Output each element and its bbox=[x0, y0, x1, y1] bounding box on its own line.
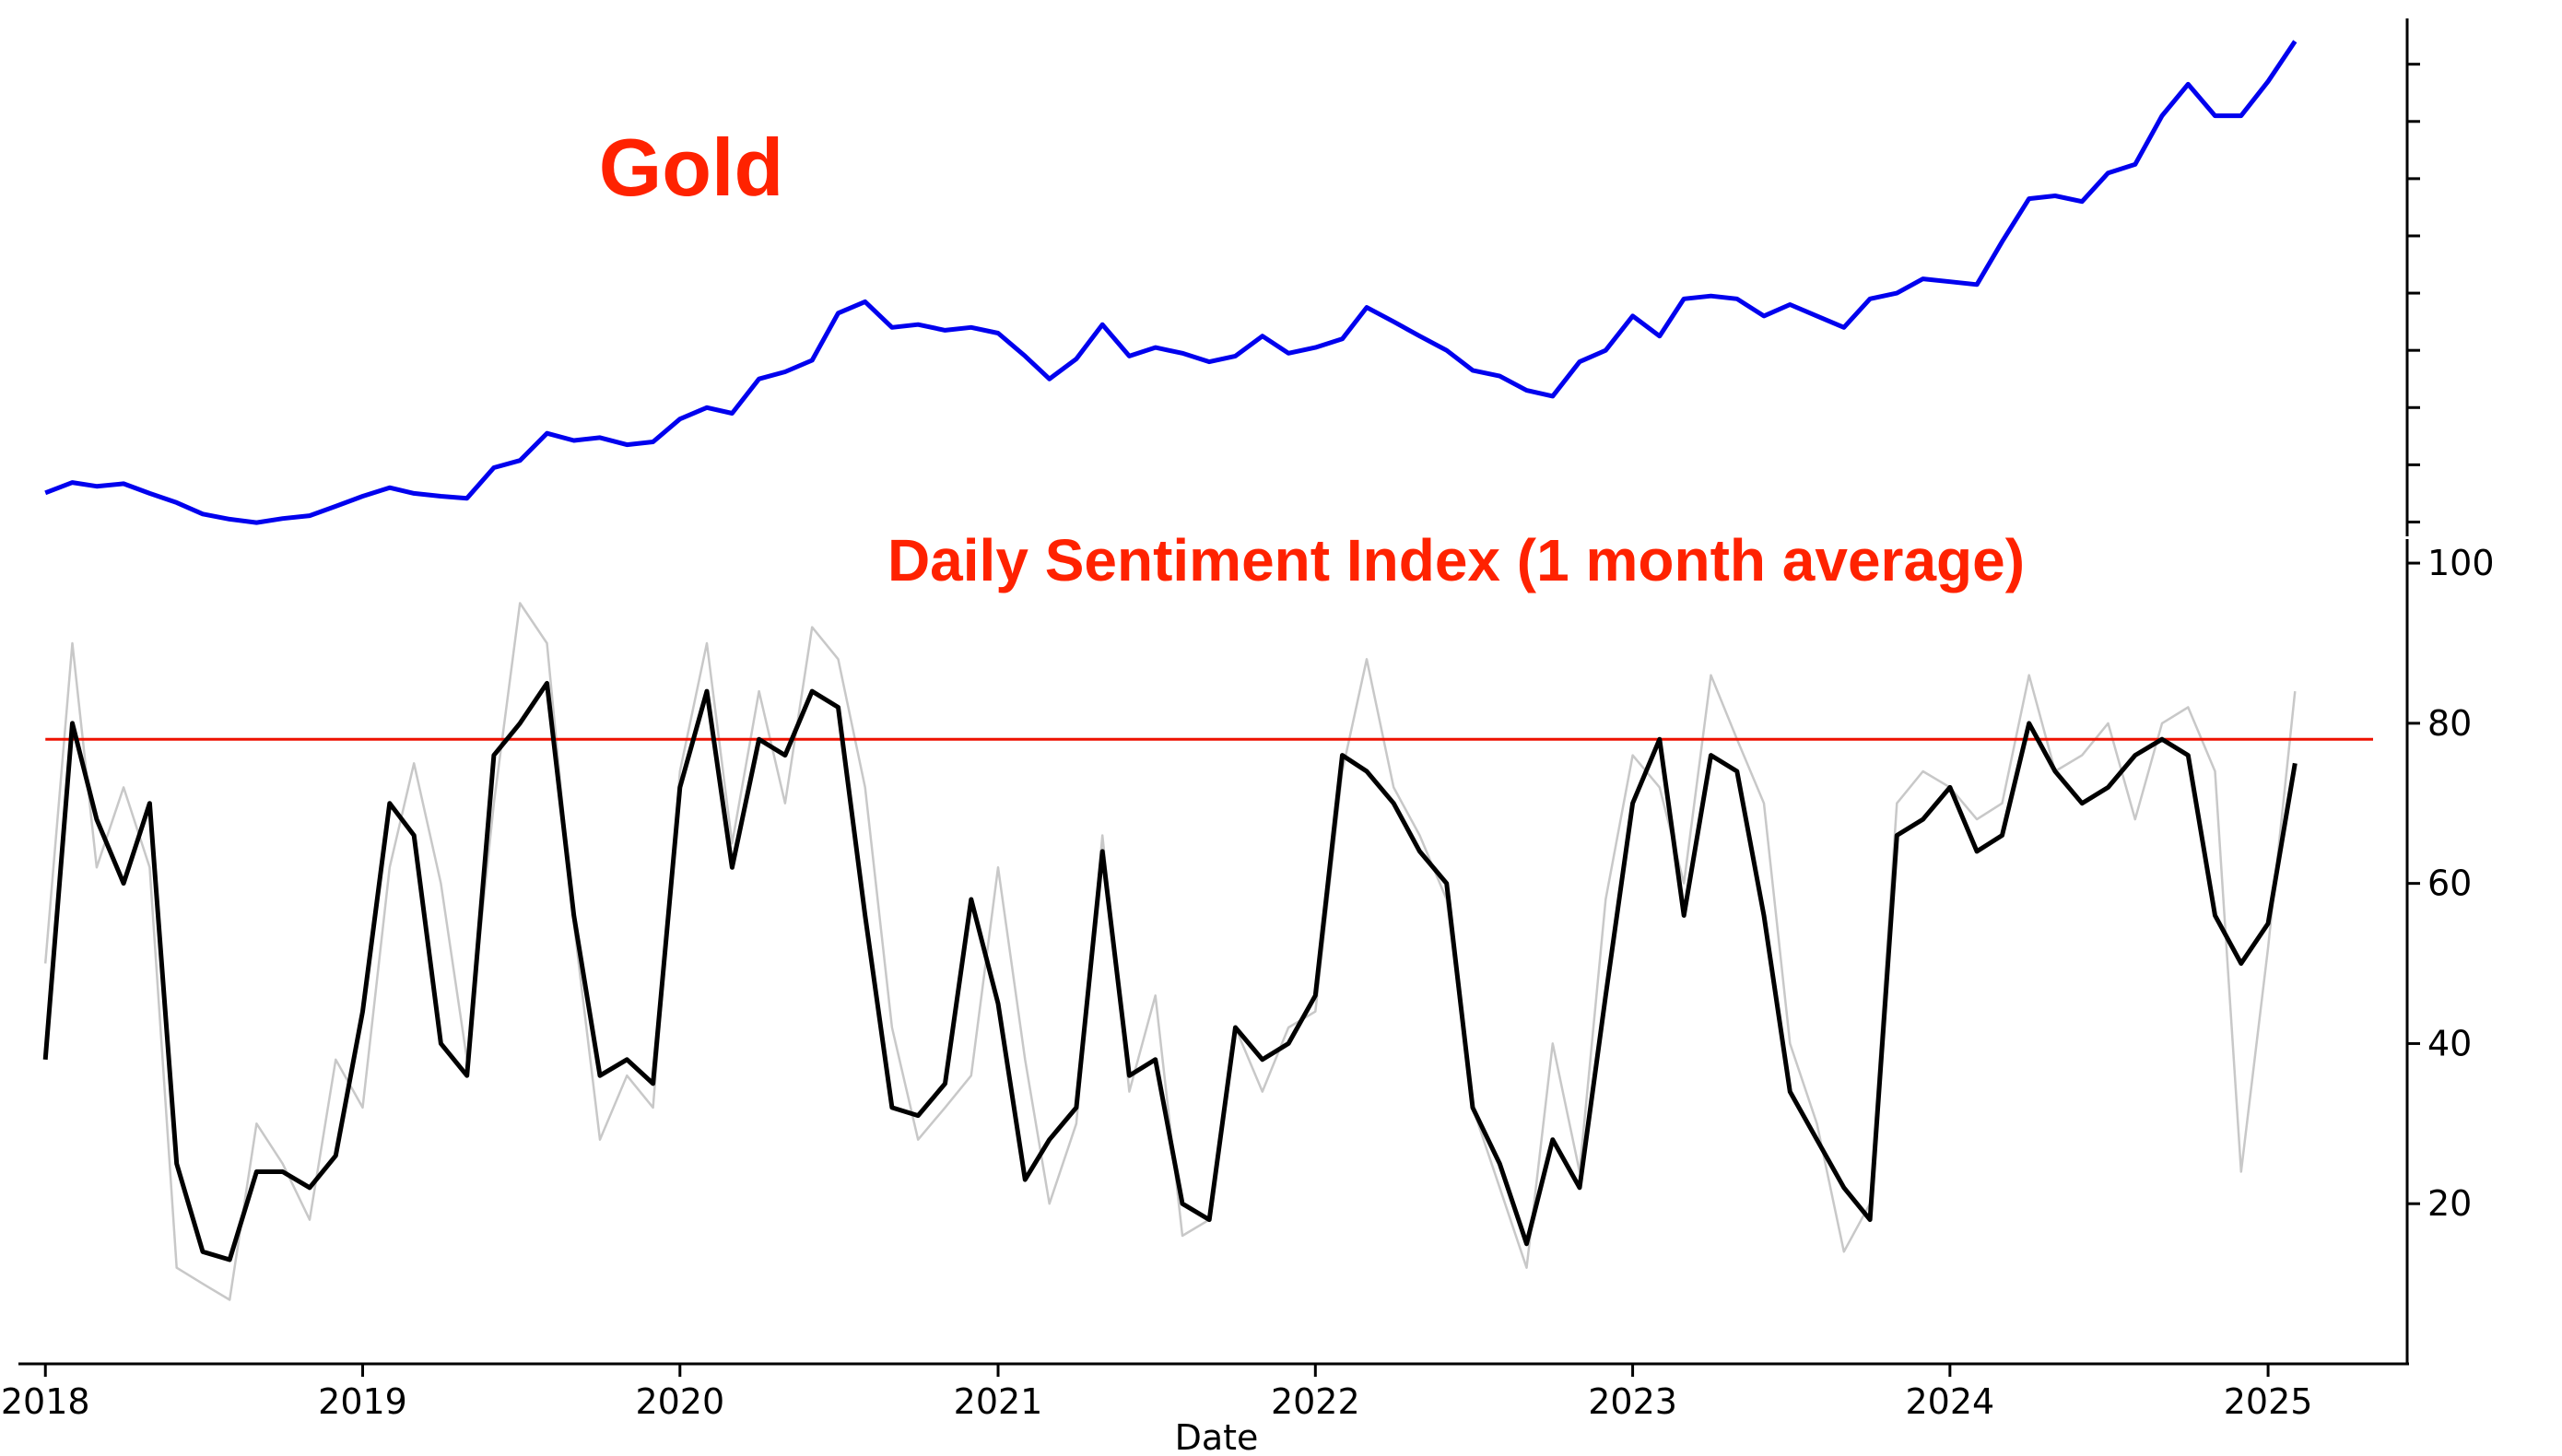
gold-y-ticks bbox=[2407, 63, 2420, 523]
date-x-tick-label: 2023 bbox=[1588, 1381, 1677, 1422]
sentiment-y-tick-label: 100 bbox=[2427, 543, 2495, 583]
date-x-ticks: 2018 2019 2020 2021 2022 2023 2024 2025 bbox=[1, 1364, 2313, 1422]
sentiment-y-ticks: 20 40 60 80 100 bbox=[2407, 543, 2495, 1224]
date-x-tick-label: 2024 bbox=[1906, 1381, 1995, 1422]
date-x-tick-label: 2018 bbox=[1, 1381, 90, 1422]
sentiment-average-line bbox=[42, 680, 2298, 1262]
date-x-tick-label: 2019 bbox=[318, 1381, 407, 1422]
date-x-tick-label: 2021 bbox=[954, 1381, 1043, 1422]
gold-price-line bbox=[44, 40, 2298, 525]
date-x-tick-label: 2020 bbox=[635, 1381, 724, 1422]
sentiment-y-tick-label: 40 bbox=[2427, 1023, 2472, 1063]
sentiment-chart-title: Daily Sentiment Index (1 month average) bbox=[887, 527, 2025, 593]
date-x-tick-label: 2025 bbox=[2224, 1381, 2313, 1422]
x-axis-label: Date bbox=[1175, 1417, 1259, 1456]
gold-price-panel: Gold bbox=[44, 18, 2420, 536]
sentiment-daily-line bbox=[43, 602, 2297, 1301]
sentiment-y-tick-label: 20 bbox=[2427, 1183, 2472, 1224]
gold-chart-title: Gold bbox=[599, 122, 783, 213]
sentiment-y-tick-label: 60 bbox=[2427, 863, 2472, 904]
sentiment-y-tick-label: 80 bbox=[2427, 703, 2472, 744]
date-x-tick-label: 2022 bbox=[1271, 1381, 1360, 1422]
sentiment-panel: 20 40 60 80 100 2018 2019 2020 2021 2022 2023 2024… bbox=[1, 527, 2495, 1456]
